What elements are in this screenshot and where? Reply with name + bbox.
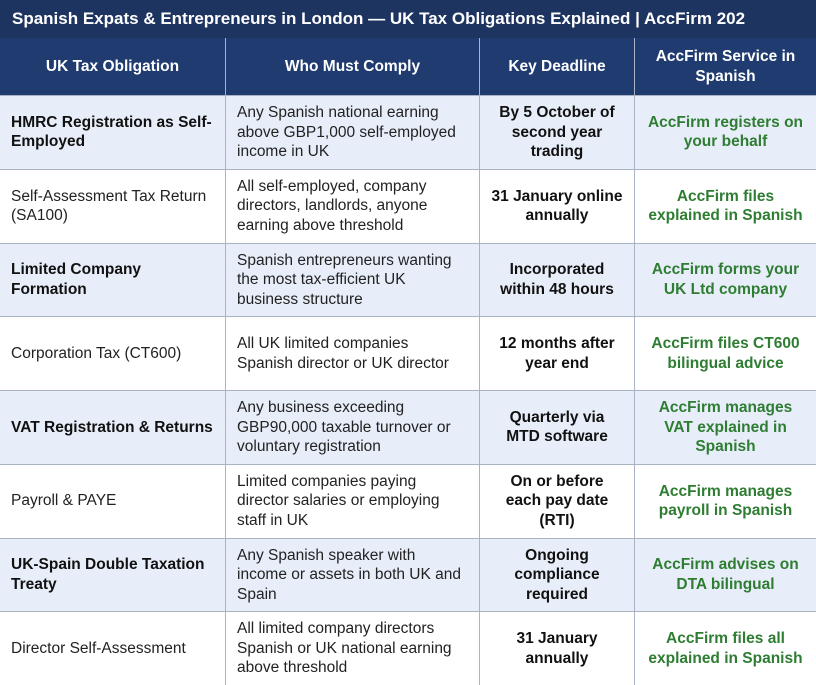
table-cell: Limited companies paying director salari…	[226, 464, 479, 538]
table-cell: Spanish entrepreneurs wanting the most t…	[226, 243, 479, 317]
header-cell: AccFirm Service in Spanish	[635, 38, 816, 95]
table-cell: AccFirm advises on DTA bilingual	[635, 538, 816, 612]
table-cell: Quarterly via MTD software	[480, 391, 634, 464]
table-cell: 12 months after year end	[480, 317, 634, 390]
table-title: Spanish Expats & Entrepreneurs in London…	[0, 0, 816, 38]
table-cell: Director Self-Assessment	[0, 612, 225, 685]
table-cell: Any Spanish national earning above GBP1,…	[226, 96, 479, 169]
table-cell: AccFirm files CT600 bilingual advice	[635, 317, 816, 390]
table-cell: 31 January annually	[480, 612, 634, 685]
table-cell: On or before each pay date (RTI)	[480, 464, 634, 538]
table-cell: AccFirm forms your UK Ltd company	[635, 243, 816, 317]
table-cell: AccFirm registers on your behalf	[635, 96, 816, 169]
table-cell: AccFirm manages VAT explained in Spanish	[635, 391, 816, 464]
header-cell: Who Must Comply	[226, 38, 479, 95]
table-cell: AccFirm files all explained in Spanish	[635, 612, 816, 685]
table-cell: UK-Spain Double Taxation Treaty	[0, 538, 225, 612]
table-cell: Ongoing compliance required	[480, 538, 634, 612]
table-cell: By 5 October of second year trading	[480, 96, 634, 169]
header-cell: Key Deadline	[480, 38, 634, 95]
table-cell: All limited company directors Spanish or…	[226, 612, 479, 685]
table: UK Tax Obligation Who Must Comply Key Dead…	[0, 38, 816, 685]
table-cell: AccFirm files explained in Spanish	[635, 169, 816, 243]
table-cell: All self-employed, company directors, la…	[226, 169, 479, 243]
table-cell: Corporation Tax (CT600)	[0, 317, 225, 390]
table-cell: Any Spanish speaker with income or asset…	[226, 538, 479, 612]
table-cell: Limited Company Formation	[0, 243, 225, 317]
table-cell: Self-Assessment Tax Return (SA100)	[0, 169, 225, 243]
table-cell: Payroll & PAYE	[0, 464, 225, 538]
table-cell: Incorporated within 48 hours	[480, 243, 634, 317]
table-cell: VAT Registration & Returns	[0, 391, 225, 464]
table-cell: 31 January online annually	[480, 169, 634, 243]
table-cell: Any business exceeding GBP90,000 taxable…	[226, 391, 479, 464]
table-cell: HMRC Registration as Self-Employed	[0, 96, 225, 169]
header-cell: UK Tax Obligation	[0, 38, 225, 95]
table-cell: AccFirm manages payroll in Spanish	[635, 464, 816, 538]
table-cell: All UK limited companies Spanish directo…	[226, 317, 479, 390]
